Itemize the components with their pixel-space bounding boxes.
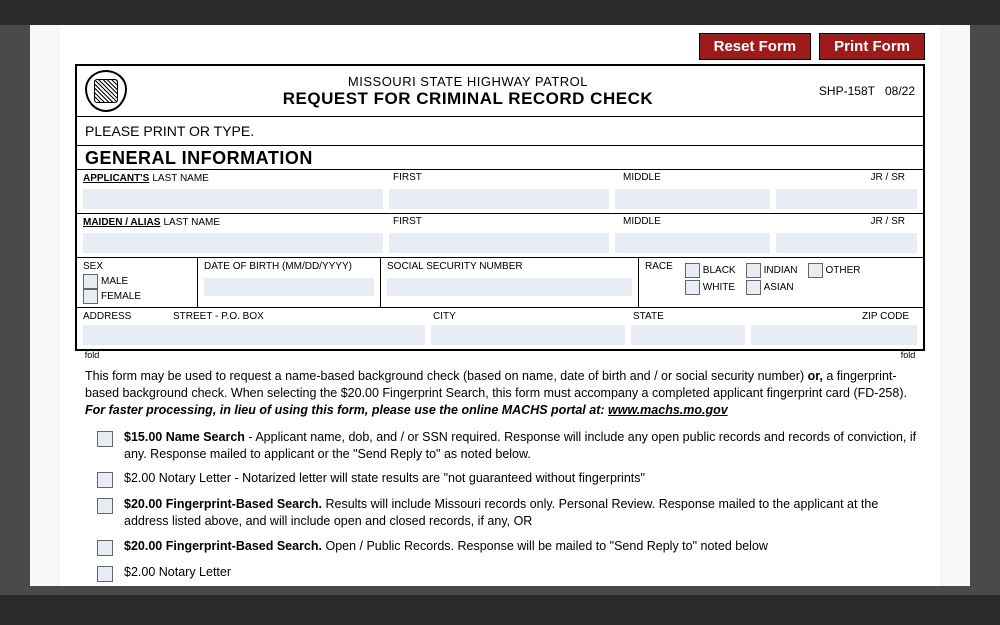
applicant-middle-label: MIDDLE [623, 172, 788, 184]
city-label: CITY [433, 311, 633, 322]
option-notary2-text: $2.00 Notary Letter [124, 564, 231, 582]
address-label: ADDRESS [83, 311, 173, 322]
race-black-checkbox[interactable] [685, 263, 700, 278]
maiden-jr-input[interactable] [776, 233, 917, 253]
race-white-checkbox[interactable] [685, 280, 700, 295]
maiden-last-input[interactable] [83, 233, 383, 253]
form-page: Reset Form Print Form MISSOURI STATE HIG… [60, 25, 940, 586]
section-general-info: GENERAL INFORMATION [77, 146, 923, 170]
sex-female-checkbox[interactable] [83, 289, 98, 304]
applicant-prefix: APPLICANT'S [83, 173, 149, 184]
maiden-middle-input[interactable] [615, 233, 770, 253]
agency-logo [85, 70, 127, 112]
sex-label: SEX [83, 261, 191, 272]
sex-female-label: FEMALE [101, 291, 141, 302]
maiden-first-input[interactable] [389, 233, 609, 253]
applicant-first-label: FIRST [393, 172, 623, 184]
street-label: STREET - P.O. BOX [173, 311, 433, 322]
form-title: REQUEST FOR CRIMINAL RECORD CHECK [127, 89, 809, 109]
instruction-text: PLEASE PRINT OR TYPE. [77, 117, 923, 146]
machs-link[interactable]: www.machs.mo.gov [608, 403, 728, 417]
ssn-input[interactable] [387, 278, 632, 296]
dob-label: DATE OF BIRTH (MM/DD/YYYY) [204, 261, 374, 272]
window-bottom-bar [0, 595, 1000, 625]
sex-male-checkbox[interactable] [83, 274, 98, 289]
race-asian-checkbox[interactable] [746, 280, 761, 295]
form-number: SHP-158T 08/22 [809, 84, 915, 98]
sex-male-label: MALE [101, 276, 128, 287]
race-label: RACE [645, 261, 673, 295]
ssn-label: SOCIAL SECURITY NUMBER [387, 261, 632, 272]
race-asian-label: ASIAN [764, 282, 794, 293]
race-indian-label: INDIAN [764, 265, 798, 276]
dob-input[interactable] [204, 278, 374, 296]
maiden-prefix: MAIDEN / ALIAS [83, 217, 160, 228]
race-indian-checkbox[interactable] [746, 263, 761, 278]
option-name-search-text: $15.00 Name Search - Applicant name, dob… [124, 429, 925, 463]
intro-paragraph: This form may be used to request a name-… [75, 362, 925, 425]
state-label: STATE [633, 311, 753, 322]
race-other-checkbox[interactable] [808, 263, 823, 278]
maiden-jr-label: JR / SR [788, 216, 917, 228]
applicant-jr-label: JR / SR [788, 172, 917, 184]
option-notary2-checkbox[interactable] [97, 566, 113, 582]
applicant-last-label: LAST NAME [152, 173, 209, 184]
maiden-first-label: FIRST [393, 216, 623, 228]
race-white-label: WHITE [703, 282, 735, 293]
option-notary1-text: $2.00 Notary Letter - Notarized letter w… [124, 470, 645, 488]
maiden-middle-label: MIDDLE [623, 216, 788, 228]
print-form-button[interactable]: Print Form [819, 33, 925, 60]
option-name-search-checkbox[interactable] [97, 431, 113, 447]
option-fingerprint2-text: $20.00 Fingerprint-Based Search. Open / … [124, 538, 768, 556]
agency-name: MISSOURI STATE HIGHWAY PATROL [127, 74, 809, 89]
state-input[interactable] [631, 325, 745, 345]
race-other-label: OTHER [826, 265, 861, 276]
race-black-label: BLACK [703, 265, 736, 276]
option-fingerprint2-checkbox[interactable] [97, 540, 113, 556]
reset-form-button[interactable]: Reset Form [699, 33, 812, 60]
maiden-last-label: LAST NAME [163, 217, 220, 228]
applicant-last-input[interactable] [83, 189, 383, 209]
zip-label: ZIP CODE [753, 311, 917, 322]
applicant-first-input[interactable] [389, 189, 609, 209]
fold-right: fold [891, 349, 925, 360]
zip-input[interactable] [751, 325, 917, 345]
city-input[interactable] [431, 325, 625, 345]
street-input[interactable] [83, 325, 425, 345]
option-fingerprint1-text: $20.00 Fingerprint-Based Search. Results… [124, 496, 925, 530]
applicant-jr-input[interactable] [776, 189, 917, 209]
option-notary1-checkbox[interactable] [97, 472, 113, 488]
fold-left: fold [75, 349, 109, 360]
applicant-middle-input[interactable] [615, 189, 770, 209]
option-fingerprint1-checkbox[interactable] [97, 498, 113, 514]
window-top-bar [0, 0, 1000, 25]
